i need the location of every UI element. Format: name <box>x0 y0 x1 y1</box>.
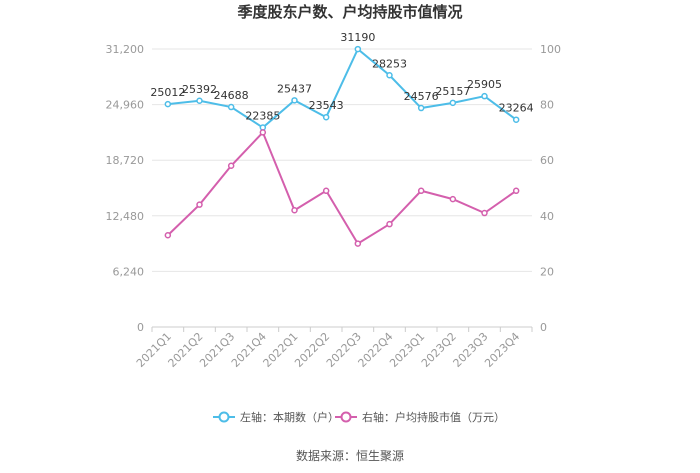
data-point <box>449 99 457 107</box>
data-point <box>512 116 520 123</box>
right-tick-label: 60 <box>540 154 554 167</box>
data-point <box>259 129 267 136</box>
left-tick-label: 6,240 <box>113 265 145 278</box>
data-point <box>354 240 362 247</box>
data-point <box>354 45 362 53</box>
legend-label: 右轴：户均持股市值（万元） <box>362 410 505 424</box>
data-point <box>481 209 488 217</box>
data-label: 25012 <box>150 86 185 99</box>
data-label: 22385 <box>245 110 280 123</box>
series-line <box>167 130 517 245</box>
data-point <box>386 220 393 228</box>
right-tick-label: 100 <box>540 43 561 56</box>
data-label: 25392 <box>182 83 217 96</box>
data-point <box>322 113 330 121</box>
data-point <box>164 232 172 239</box>
left-axis-ticks: 0 6,240 12,480 18,720 24,960 31,200 <box>106 43 145 334</box>
legend-label: 左轴：本期数（户） <box>240 410 339 424</box>
series-line <box>167 47 517 129</box>
source-note: 数据来源：恒生聚源 <box>296 448 404 463</box>
right-tick-label: 40 <box>540 210 554 223</box>
data-label: 23264 <box>499 102 534 115</box>
data-point <box>417 187 425 195</box>
data-point <box>196 97 203 105</box>
data-point <box>481 92 488 100</box>
right-tick-label: 80 <box>540 99 554 112</box>
left-tick-label: 18,720 <box>106 154 145 167</box>
chart-title: 季度股东户数、户均持股市值情况 <box>237 3 462 21</box>
data-label: 25157 <box>435 85 470 98</box>
legend-marker <box>340 411 352 423</box>
x-axis: 2021Q12021Q22021Q32021Q42022Q12022Q22022… <box>134 327 533 370</box>
data-point <box>227 103 235 111</box>
right-tick-label: 0 <box>540 321 547 334</box>
x-tick-label: 2023Q4 <box>482 330 522 370</box>
data-point <box>512 187 520 195</box>
left-tick-label: 31,200 <box>106 43 145 56</box>
data-point <box>227 162 235 170</box>
left-tick-label: 12,480 <box>106 210 145 223</box>
legend: 左轴：本期数（户） 右轴：户均持股市值（万元） <box>213 410 505 424</box>
data-point <box>386 72 393 79</box>
left-tick-label: 24,960 <box>106 99 145 112</box>
data-label: 24688 <box>214 89 249 102</box>
data-label: 23543 <box>309 99 344 112</box>
data-point <box>291 97 298 104</box>
left-tick-label: 0 <box>137 321 144 334</box>
right-tick-label: 20 <box>540 265 554 278</box>
legend-marker <box>218 411 230 423</box>
data-point <box>449 195 457 203</box>
data-point <box>196 201 203 208</box>
data-point <box>291 206 298 214</box>
data-point <box>164 100 172 108</box>
data-label: 24576 <box>404 90 439 103</box>
data-point <box>322 187 330 195</box>
data-point <box>417 104 425 112</box>
right-axis-ticks: 0 20 40 60 80 100 <box>540 43 561 334</box>
data-label: 25437 <box>277 82 312 95</box>
data-label: 28253 <box>372 57 407 70</box>
data-label: 31190 <box>340 31 375 44</box>
data-label: 25905 <box>467 78 502 91</box>
